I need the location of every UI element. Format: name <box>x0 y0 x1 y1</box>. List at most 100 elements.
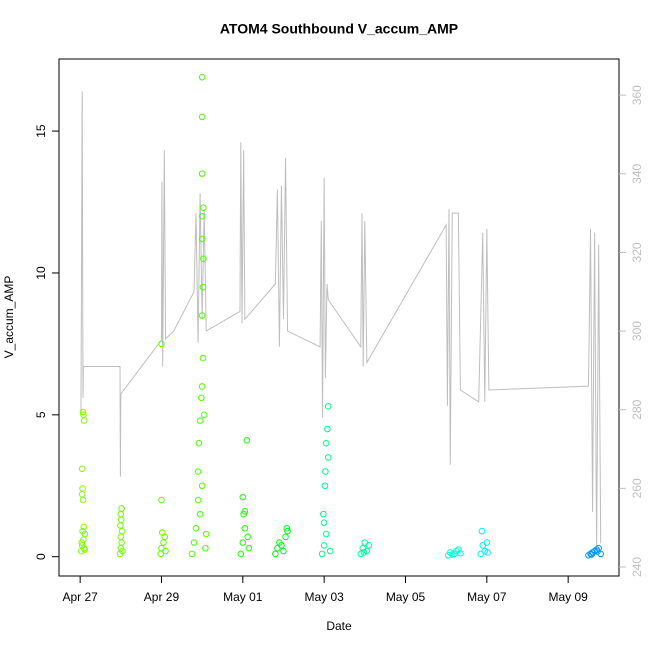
point <box>245 544 253 552</box>
point <box>78 465 86 473</box>
point <box>320 510 327 518</box>
point <box>198 383 206 390</box>
x-tick-label: Apr 27 <box>62 590 98 604</box>
point <box>199 283 207 291</box>
point <box>244 533 252 541</box>
y-tick-label: 0 <box>34 553 48 560</box>
point <box>117 516 125 524</box>
x-tick-label: May 03 <box>304 590 344 604</box>
point <box>79 485 86 492</box>
point <box>118 539 125 546</box>
point <box>239 539 247 546</box>
point <box>202 544 209 552</box>
point <box>160 539 167 546</box>
point <box>196 417 204 424</box>
y-tick-label: 15 <box>34 124 48 138</box>
y2-tick-label: 320 <box>630 242 644 262</box>
x-tick-label: May 01 <box>223 590 263 604</box>
point <box>194 468 202 475</box>
point <box>195 439 203 447</box>
point <box>322 530 330 538</box>
point <box>119 547 126 555</box>
point <box>274 544 281 552</box>
point <box>283 525 291 532</box>
point <box>162 547 169 555</box>
point <box>243 437 251 444</box>
y2-tick-label: 360 <box>630 85 644 105</box>
point <box>477 550 485 558</box>
x-tick-label: May 09 <box>548 590 588 604</box>
point <box>158 529 166 536</box>
point <box>192 525 200 532</box>
point <box>322 439 330 447</box>
point <box>360 549 368 556</box>
point <box>158 544 165 552</box>
y2-tick-label: 240 <box>630 557 644 577</box>
point <box>158 340 165 348</box>
point <box>278 542 285 549</box>
y-tick-label: 5 <box>34 411 48 418</box>
point <box>282 533 289 541</box>
point <box>237 550 245 558</box>
point <box>188 550 196 558</box>
x-axis-label: Date <box>326 619 352 633</box>
point <box>318 550 326 558</box>
point <box>194 496 202 504</box>
point <box>200 255 207 263</box>
point <box>200 204 207 211</box>
point <box>324 403 332 410</box>
point <box>320 542 328 549</box>
point <box>365 542 373 549</box>
point <box>198 312 206 319</box>
point <box>239 493 247 501</box>
point <box>79 408 87 416</box>
point <box>79 496 87 504</box>
point <box>457 549 464 557</box>
x-tick-label: May 07 <box>467 590 507 604</box>
x-tick-label: Apr 29 <box>144 590 180 604</box>
point <box>158 496 165 504</box>
point <box>357 550 365 558</box>
point <box>241 525 249 532</box>
point <box>272 550 279 558</box>
y2-tick-label: 300 <box>630 321 644 341</box>
point <box>78 539 86 546</box>
point <box>483 539 491 546</box>
point <box>284 527 291 535</box>
chart-title: ATOM4 Southbound V_accum_AMP <box>220 21 458 37</box>
point <box>78 490 86 498</box>
point <box>117 522 124 529</box>
point <box>361 539 369 546</box>
point <box>594 548 601 555</box>
point <box>200 411 208 419</box>
point <box>81 546 88 553</box>
point <box>479 542 487 549</box>
point <box>80 417 88 424</box>
point <box>190 539 198 546</box>
point <box>448 551 456 558</box>
point <box>198 170 206 177</box>
point <box>321 482 329 490</box>
point <box>478 527 486 535</box>
point <box>196 510 204 518</box>
point <box>198 235 206 243</box>
point <box>198 212 206 220</box>
point <box>198 113 206 121</box>
y-tick-label: 10 <box>34 266 48 280</box>
point <box>117 533 125 541</box>
point <box>79 527 86 535</box>
point <box>484 549 491 556</box>
point <box>324 454 332 461</box>
point <box>326 547 334 555</box>
y2-tick-label: 340 <box>630 163 644 183</box>
point <box>588 551 596 558</box>
y2-tick-label: 280 <box>630 399 644 419</box>
point <box>280 547 287 555</box>
point <box>320 519 328 526</box>
point <box>595 544 602 552</box>
point <box>118 527 126 535</box>
point <box>199 354 207 362</box>
point <box>80 523 88 531</box>
line <box>80 91 602 552</box>
